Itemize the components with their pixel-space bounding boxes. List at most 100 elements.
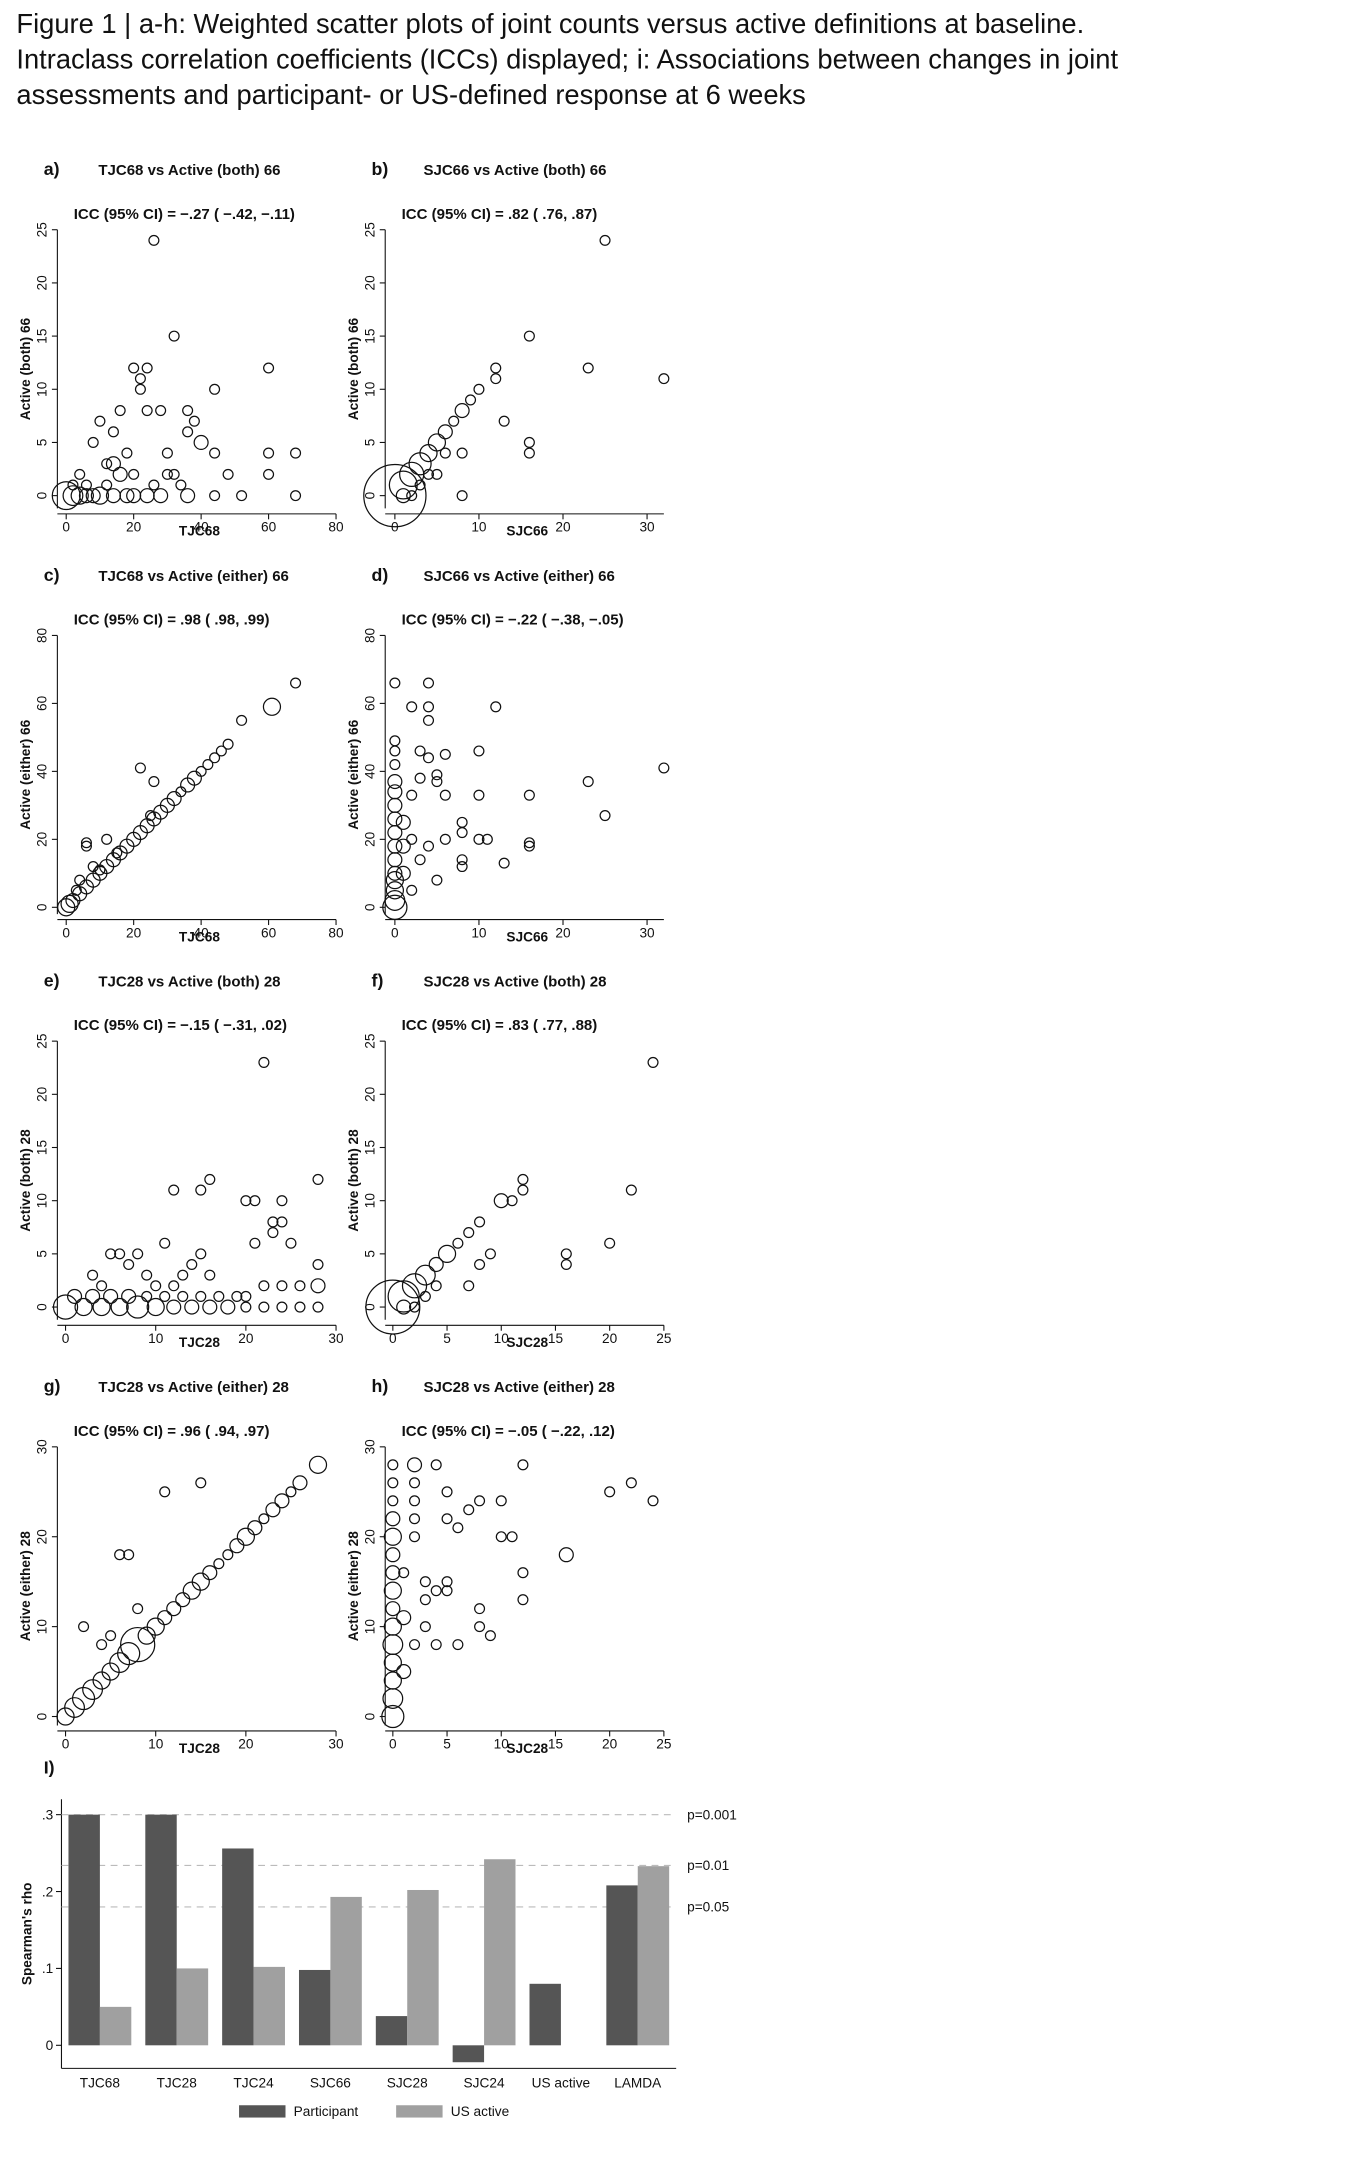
point: [312, 1258, 324, 1271]
point: [186, 1258, 198, 1271]
y-tick-label: 0: [34, 1712, 49, 1720]
x-tick-label: 20: [602, 1331, 618, 1346]
x-tick-label: TJC28: [157, 2075, 197, 2090]
point: [175, 1592, 191, 1608]
point: [209, 447, 221, 459]
point: [439, 789, 451, 801]
point: [506, 1531, 518, 1543]
point: [387, 1495, 399, 1507]
point: [236, 714, 248, 726]
point: [263, 447, 275, 459]
point: [385, 1547, 401, 1563]
point: [422, 468, 435, 480]
legend-swatch: [239, 2105, 286, 2118]
point: [202, 1565, 218, 1581]
point: [213, 1558, 225, 1570]
point: [186, 770, 202, 786]
bar: [484, 1859, 516, 2046]
point: [419, 1594, 431, 1606]
point: [381, 1704, 405, 1729]
y-tick-label: 5: [362, 1250, 377, 1258]
bar: [222, 1848, 254, 2046]
point: [383, 1671, 402, 1690]
point: [481, 833, 493, 845]
y-tick-label: 0: [34, 491, 49, 499]
point: [414, 772, 426, 784]
x-tick-label: SJC28: [387, 2075, 428, 2090]
panel-title: TJC28 vs Active (either) 28: [98, 1379, 289, 1396]
point: [493, 1193, 509, 1209]
x-tick-label: TJC68: [80, 2075, 120, 2090]
point: [85, 1288, 101, 1304]
point: [101, 479, 113, 491]
point: [222, 1549, 234, 1561]
point: [456, 860, 468, 873]
point: [441, 1486, 453, 1498]
point: [263, 468, 275, 480]
point: [441, 1513, 453, 1525]
point: [430, 1459, 442, 1471]
point: [490, 701, 502, 713]
point: [599, 234, 611, 246]
x-tick-label: US active: [532, 2075, 590, 2090]
y-tick-label: 20: [34, 275, 49, 291]
point: [382, 894, 408, 920]
point: [101, 458, 113, 470]
point: [387, 838, 403, 854]
bar: [407, 1889, 439, 2046]
point: [94, 864, 106, 876]
point: [148, 479, 160, 491]
x-tick-label: 10: [148, 1331, 164, 1346]
bar: [68, 1814, 100, 2046]
point: [428, 1256, 444, 1273]
point: [456, 490, 468, 502]
point: [267, 1227, 279, 1239]
point: [168, 468, 180, 480]
x-tick-label: 0: [62, 520, 70, 535]
y-tick-label: 15: [34, 328, 49, 344]
reference-label: p=0.05: [687, 1900, 730, 1915]
point: [109, 1652, 131, 1674]
point: [119, 488, 135, 504]
x-tick-label: 5: [443, 1331, 451, 1346]
point: [495, 1495, 507, 1507]
point: [383, 1581, 402, 1600]
point: [144, 810, 157, 822]
point: [582, 362, 594, 374]
point: [406, 1457, 423, 1473]
point: [312, 1301, 324, 1313]
point: [56, 1707, 75, 1726]
point: [258, 1513, 270, 1525]
point: [456, 854, 468, 866]
point: [490, 373, 502, 385]
y-tick-label: 0: [362, 903, 377, 911]
y-tick-label: 30: [34, 1439, 49, 1455]
bar: [375, 2016, 408, 2046]
y-tick-label: 20: [362, 831, 377, 847]
y-tick-label: 20: [34, 1086, 49, 1102]
point: [389, 677, 401, 689]
icc-annotation: ICC (95% CI) = .82 ( .76, .87): [402, 206, 598, 223]
legend-label: Participant: [294, 2104, 359, 2119]
point: [408, 1531, 421, 1543]
point: [431, 769, 443, 781]
panel-title: SJC28 vs Active (either) 28: [423, 1379, 614, 1396]
point: [60, 894, 79, 914]
panel-label: I): [44, 1757, 55, 1777]
y-tick-label: 10: [34, 1619, 49, 1635]
y-tick-label: 60: [362, 695, 377, 711]
x-tick-label: 0: [62, 1331, 70, 1346]
point: [408, 1495, 421, 1507]
point: [146, 1297, 165, 1317]
point: [517, 1173, 529, 1185]
icc-annotation: ICC (95% CI) = −.27 ( −.42, −.11): [74, 206, 295, 223]
point: [150, 1280, 162, 1292]
y-tick-label: 10: [362, 1193, 377, 1209]
point: [74, 1297, 93, 1317]
point: [105, 456, 121, 472]
point: [383, 1653, 402, 1672]
point: [141, 405, 153, 417]
x-tick-label: 30: [328, 1331, 344, 1346]
point: [294, 1301, 306, 1313]
panel-label: b): [372, 159, 389, 179]
